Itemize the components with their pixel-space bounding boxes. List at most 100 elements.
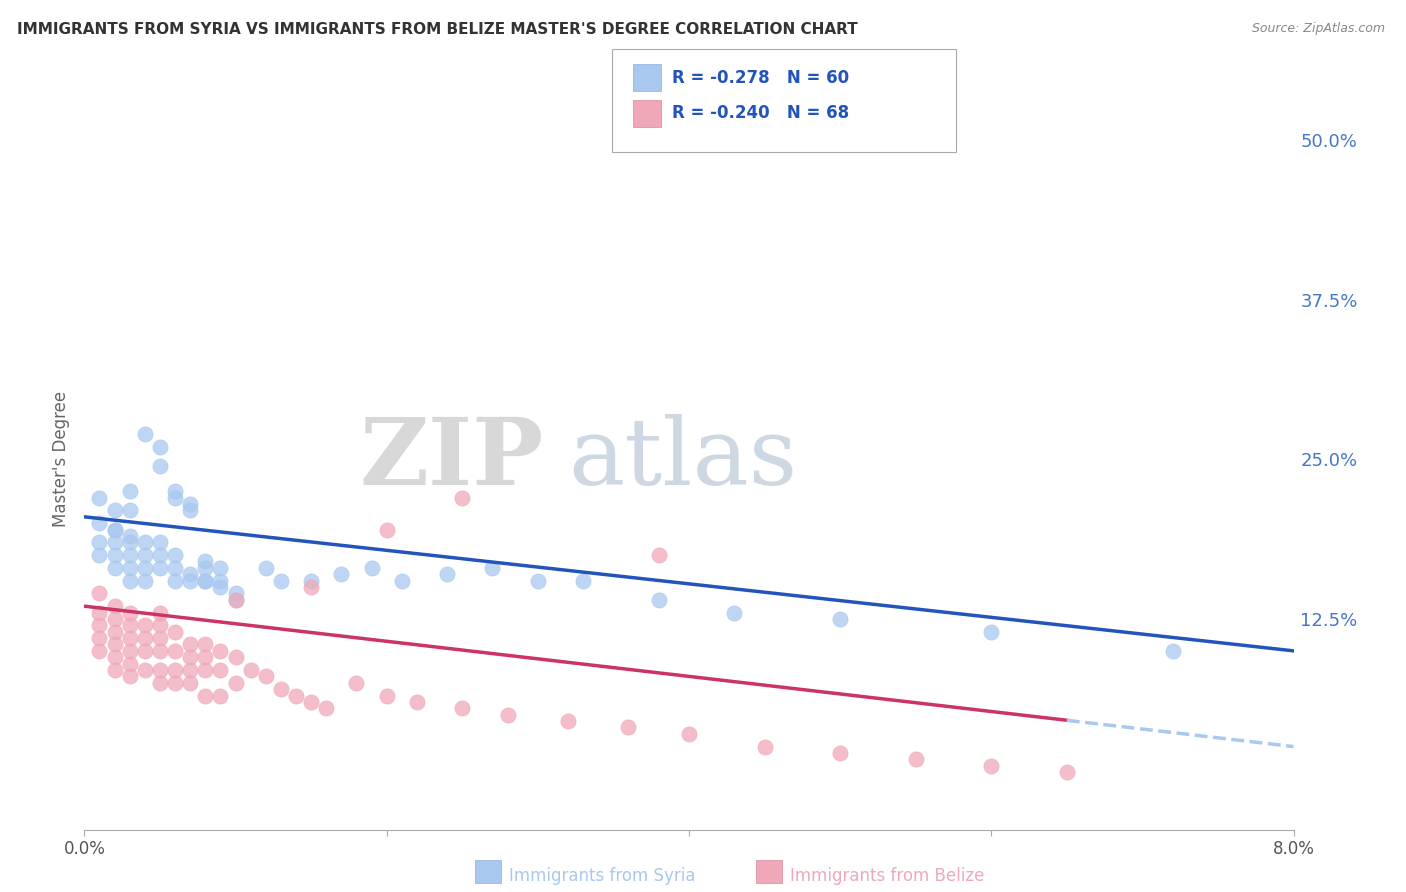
Point xyxy=(165,663,187,677)
Point xyxy=(299,574,322,588)
Text: R = -0.240   N = 68: R = -0.240 N = 68 xyxy=(672,104,849,122)
Point xyxy=(118,535,141,549)
Point xyxy=(104,548,127,562)
Point xyxy=(194,554,217,568)
Point xyxy=(194,650,217,665)
Point xyxy=(1056,765,1078,780)
Point xyxy=(179,497,201,511)
Point xyxy=(165,484,187,499)
Point xyxy=(179,675,201,690)
Point xyxy=(572,574,595,588)
Point xyxy=(134,631,156,645)
Point xyxy=(209,644,232,658)
Point xyxy=(557,714,579,728)
Point xyxy=(330,567,353,582)
Point xyxy=(104,650,127,665)
Text: atlas: atlas xyxy=(568,415,797,504)
Point xyxy=(194,637,217,651)
Point xyxy=(89,586,111,600)
Point xyxy=(225,586,247,600)
Point xyxy=(134,535,156,549)
Point xyxy=(179,503,201,517)
Text: R = -0.278   N = 60: R = -0.278 N = 60 xyxy=(672,69,849,87)
Point xyxy=(134,548,156,562)
Point xyxy=(89,548,111,562)
Point xyxy=(104,637,127,651)
Point xyxy=(89,535,111,549)
Point xyxy=(346,675,368,690)
Text: Source: ZipAtlas.com: Source: ZipAtlas.com xyxy=(1251,22,1385,36)
Point xyxy=(149,618,172,632)
Point xyxy=(89,618,111,632)
Point xyxy=(149,606,172,620)
Point xyxy=(375,689,398,703)
Point xyxy=(194,689,217,703)
Point xyxy=(89,606,111,620)
Point xyxy=(165,574,187,588)
Point xyxy=(194,574,217,588)
Point xyxy=(179,637,201,651)
Point xyxy=(149,675,172,690)
Point xyxy=(89,516,111,531)
Point xyxy=(149,535,172,549)
Point xyxy=(375,523,398,537)
Point xyxy=(194,574,217,588)
Point xyxy=(118,529,141,543)
Point xyxy=(254,669,277,683)
Point xyxy=(980,758,1002,772)
Point xyxy=(209,580,232,594)
Point xyxy=(179,574,201,588)
Point xyxy=(179,567,201,582)
Point xyxy=(254,561,277,575)
Point xyxy=(134,644,156,658)
Point xyxy=(225,592,247,607)
Point xyxy=(451,701,474,715)
Point xyxy=(406,695,429,709)
Point xyxy=(104,599,127,614)
Point xyxy=(1161,644,1184,658)
Point xyxy=(481,561,503,575)
Point xyxy=(209,574,232,588)
Point xyxy=(118,657,141,671)
Point xyxy=(830,612,852,626)
Point xyxy=(360,561,382,575)
Point xyxy=(104,523,127,537)
Point xyxy=(104,503,127,517)
Point xyxy=(134,618,156,632)
Point xyxy=(89,644,111,658)
Point xyxy=(209,663,232,677)
Point xyxy=(165,491,187,505)
Point xyxy=(149,458,172,473)
Point xyxy=(270,682,292,697)
Point xyxy=(285,689,308,703)
Point xyxy=(451,491,474,505)
Point xyxy=(165,644,187,658)
Point xyxy=(225,592,247,607)
Point xyxy=(165,561,187,575)
Point xyxy=(299,695,322,709)
Y-axis label: Master's Degree: Master's Degree xyxy=(52,392,70,527)
Point xyxy=(617,721,640,735)
Point xyxy=(118,606,141,620)
Point xyxy=(678,727,700,741)
Point xyxy=(118,631,141,645)
Point xyxy=(104,561,127,575)
Point xyxy=(118,669,141,683)
Point xyxy=(179,663,201,677)
Point xyxy=(496,707,519,722)
Point xyxy=(118,503,141,517)
Point xyxy=(149,663,172,677)
Point xyxy=(165,624,187,639)
Point xyxy=(209,689,232,703)
Point xyxy=(149,561,172,575)
Point xyxy=(134,663,156,677)
Point xyxy=(118,548,141,562)
Point xyxy=(89,631,111,645)
Point xyxy=(648,592,671,607)
Text: IMMIGRANTS FROM SYRIA VS IMMIGRANTS FROM BELIZE MASTER'S DEGREE CORRELATION CHAR: IMMIGRANTS FROM SYRIA VS IMMIGRANTS FROM… xyxy=(17,22,858,37)
Point xyxy=(194,663,217,677)
Point xyxy=(134,426,156,441)
Point xyxy=(299,580,322,594)
Point xyxy=(104,624,127,639)
Point xyxy=(239,663,262,677)
